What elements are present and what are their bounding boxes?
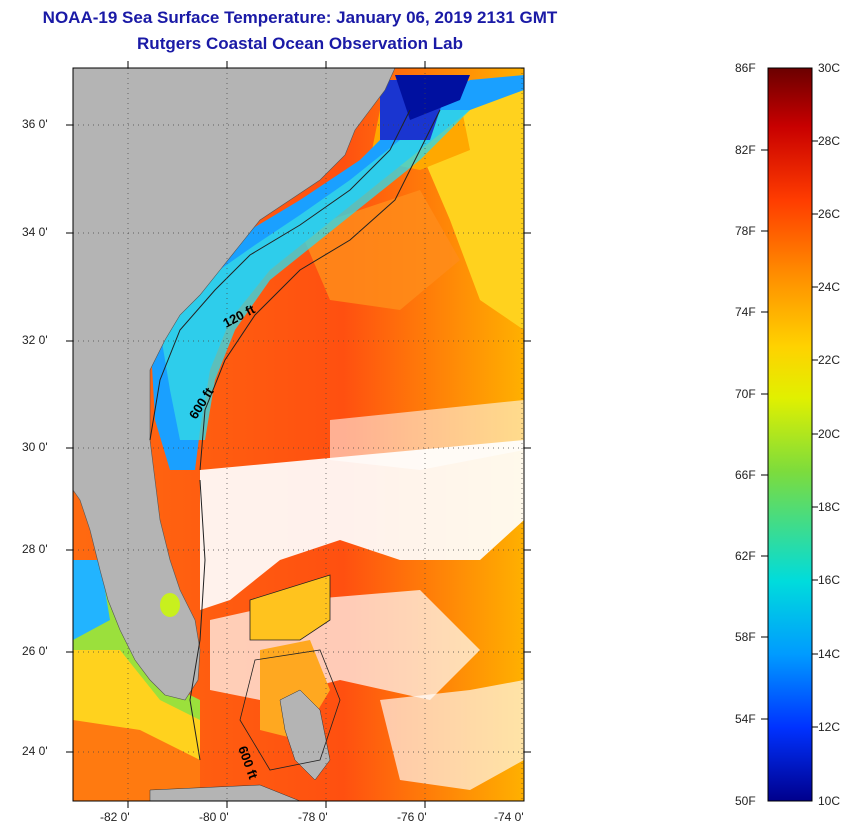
lon-label: -78 0'	[298, 810, 328, 824]
lat-label: 28 0'	[22, 542, 48, 556]
map-title: NOAA-19 Sea Surface Temperature: January…	[42, 8, 558, 27]
axis-ticks	[66, 61, 531, 808]
colorbar-f-label: 78F	[735, 224, 756, 238]
lat-label: 34 0'	[22, 225, 48, 239]
colorbar-f-label: 74F	[735, 305, 756, 319]
bahamas-bank	[250, 575, 330, 640]
colorbar-c-label: 20C	[818, 427, 841, 441]
graticule	[73, 68, 524, 801]
andros-island	[279, 689, 331, 781]
cloud-cover	[200, 440, 524, 610]
colorbar-c-label: 28C	[818, 134, 841, 148]
colorbar-c-label: 24C	[818, 280, 841, 294]
colorbar-c-label: 12C	[818, 720, 841, 734]
map-area	[73, 68, 524, 801]
lat-label: 32 0'	[22, 333, 48, 347]
lon-label: -76 0'	[397, 810, 427, 824]
colorbar-c-label: 18C	[818, 500, 841, 514]
lat-label: 24 0'	[22, 744, 48, 758]
colorbar-f-label: 86F	[735, 61, 756, 75]
colorbar-f-label: 50F	[735, 794, 756, 808]
colorbar-f-label: 82F	[735, 143, 756, 157]
contour-600ft	[199, 109, 441, 471]
lat-label: 26 0'	[22, 644, 48, 658]
lake-okeechobee	[160, 593, 180, 617]
contour-120ft	[149, 109, 411, 441]
colorbar-c-label: 30C	[818, 61, 841, 75]
colorbar-c-label: 22C	[818, 353, 841, 367]
colorbar-f-label: 58F	[735, 630, 756, 644]
colorbar-f-label: 62F	[735, 549, 756, 563]
colorbar-c-label: 16C	[818, 573, 841, 587]
lon-label: -80 0'	[199, 810, 229, 824]
colorbar-f-label: 70F	[735, 387, 756, 401]
lon-label: -74 0'	[494, 810, 524, 824]
lon-label: -82 0'	[100, 810, 130, 824]
land-mass	[73, 68, 396, 701]
colorbar-c-label: 26C	[818, 207, 841, 221]
map-subtitle: Rutgers Coastal Ocean Observation Lab	[137, 34, 463, 53]
colorbar-c-label: 10C	[818, 794, 841, 808]
colorbar-c-label: 14C	[818, 647, 841, 661]
colorbar-f-label: 66F	[735, 468, 756, 482]
map-frame	[72, 67, 525, 802]
colorbar-ticks	[761, 140, 818, 728]
colorbar	[767, 67, 813, 802]
lat-label: 36 0'	[22, 117, 48, 131]
lat-label: 30 0'	[22, 440, 48, 454]
colorbar-f-label: 54F	[735, 712, 756, 726]
